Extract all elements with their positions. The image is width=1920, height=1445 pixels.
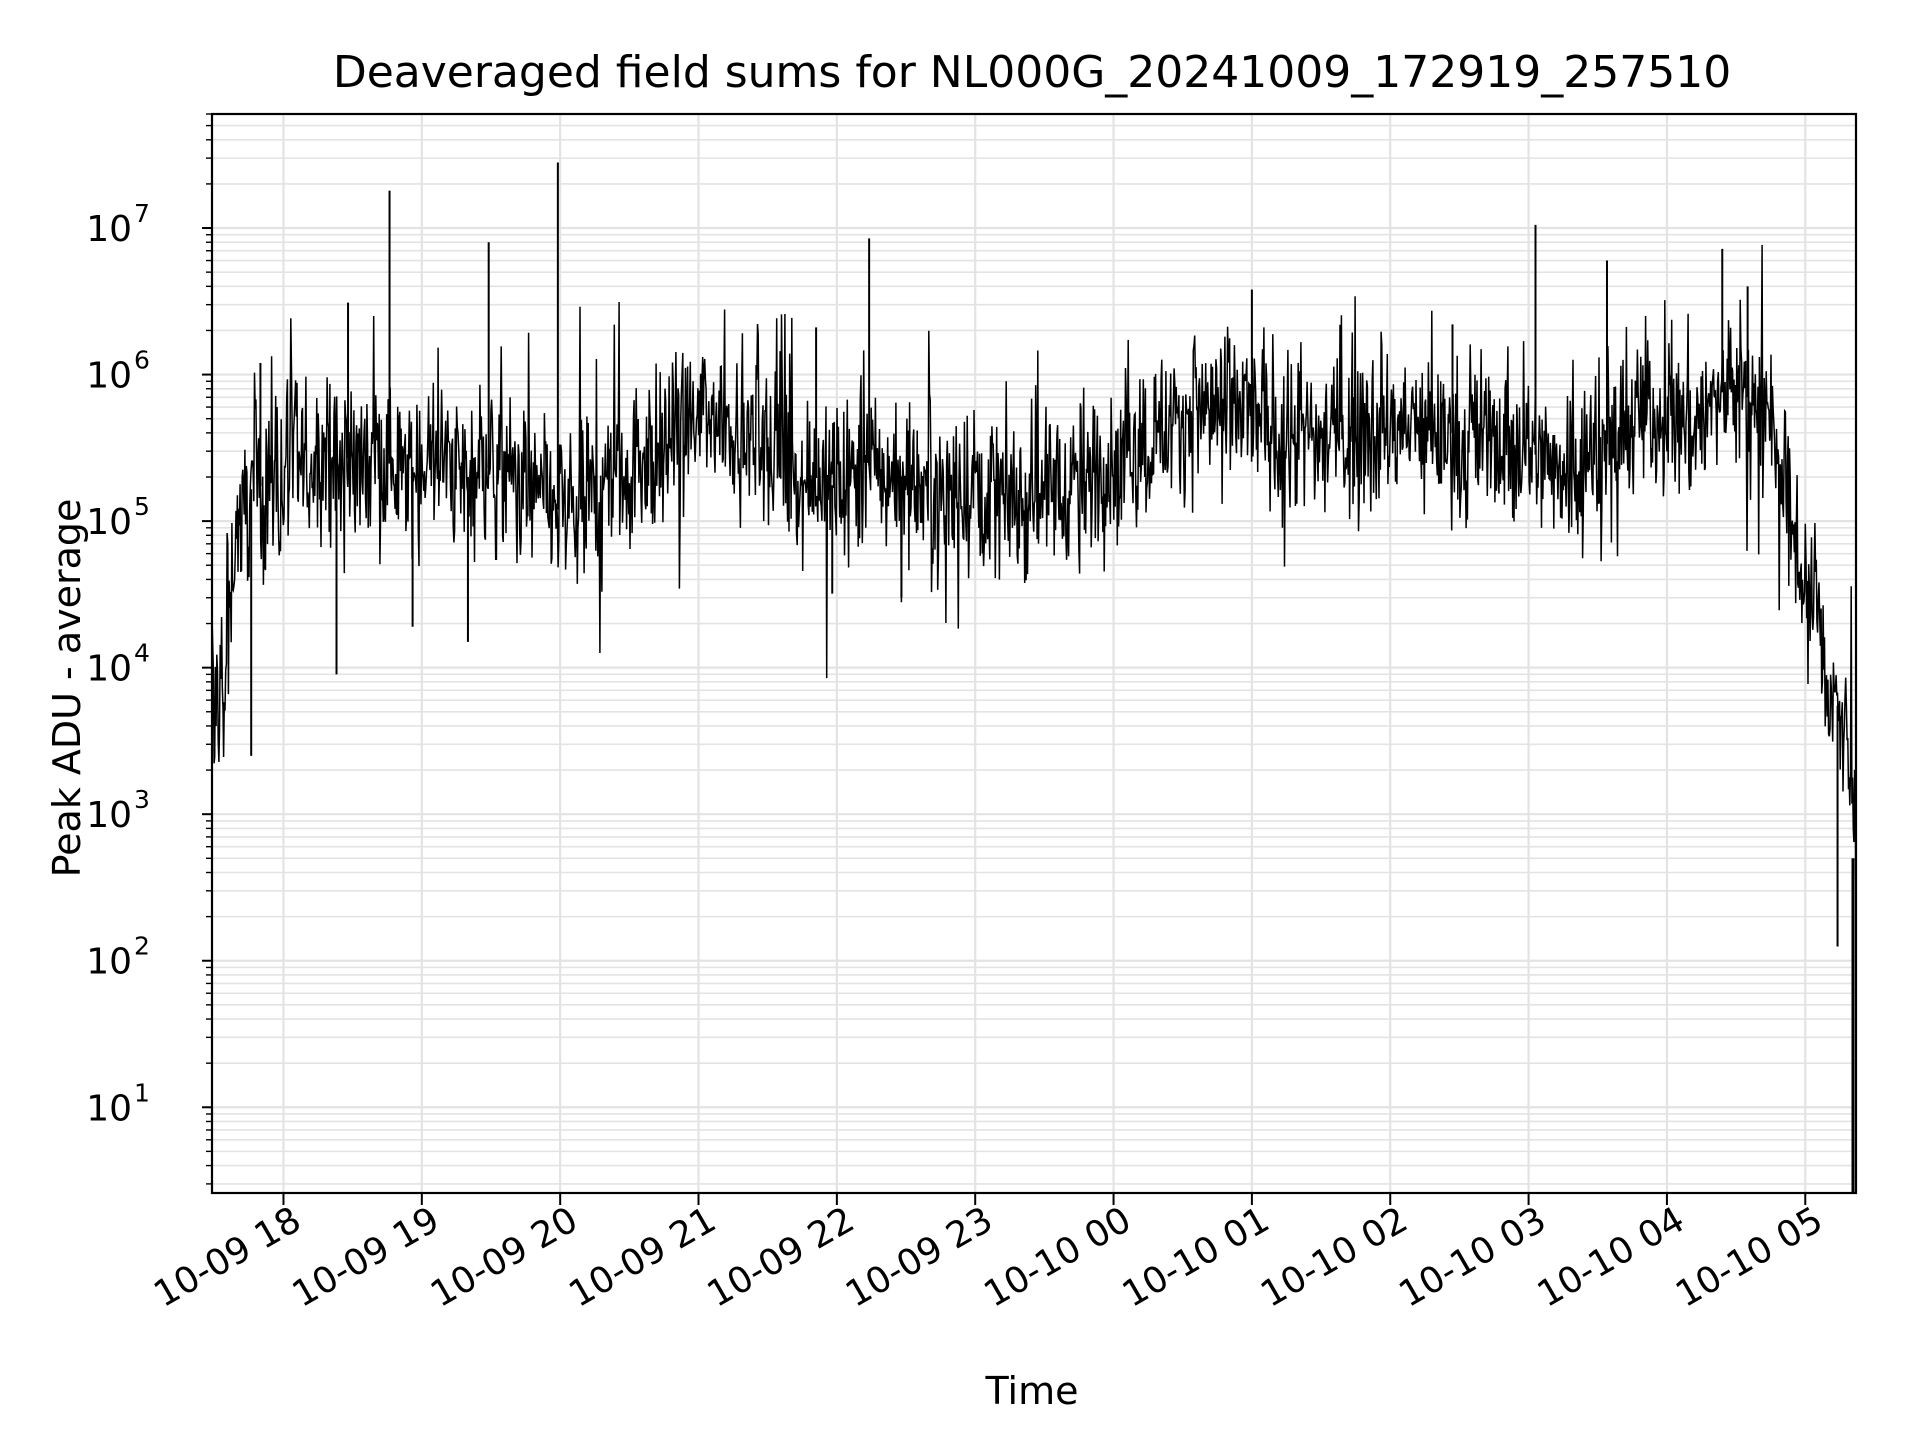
series-line xyxy=(211,244,1857,920)
y-tick-label: 10 xyxy=(86,942,132,983)
y-tick-exponent: 6 xyxy=(134,346,150,375)
y-tick-exponent: 2 xyxy=(134,932,150,961)
y-tick-exponent: 1 xyxy=(134,1078,150,1107)
y-tick-label: 10 xyxy=(86,209,132,250)
y-tick-exponent: 4 xyxy=(134,639,150,668)
y-tick-exponent: 3 xyxy=(134,785,150,814)
chart-title: Deaveraged field sums for NL000G_2024100… xyxy=(333,47,1731,98)
y-tick-label: 10 xyxy=(86,649,132,690)
x-axis-label: Time xyxy=(985,1369,1079,1413)
data-layer xyxy=(211,162,1857,1193)
y-tick-label: 10 xyxy=(86,356,132,397)
y-tick-label: 10 xyxy=(86,795,132,836)
y-tick-exponent: 5 xyxy=(134,492,150,521)
y-tick-label: 10 xyxy=(86,1088,132,1129)
plot-frame xyxy=(210,112,1858,1195)
y-axis-label: Peak ADU - average xyxy=(45,499,89,878)
y-tick-exponent: 7 xyxy=(134,199,150,228)
y-tick-label: 10 xyxy=(86,502,132,543)
